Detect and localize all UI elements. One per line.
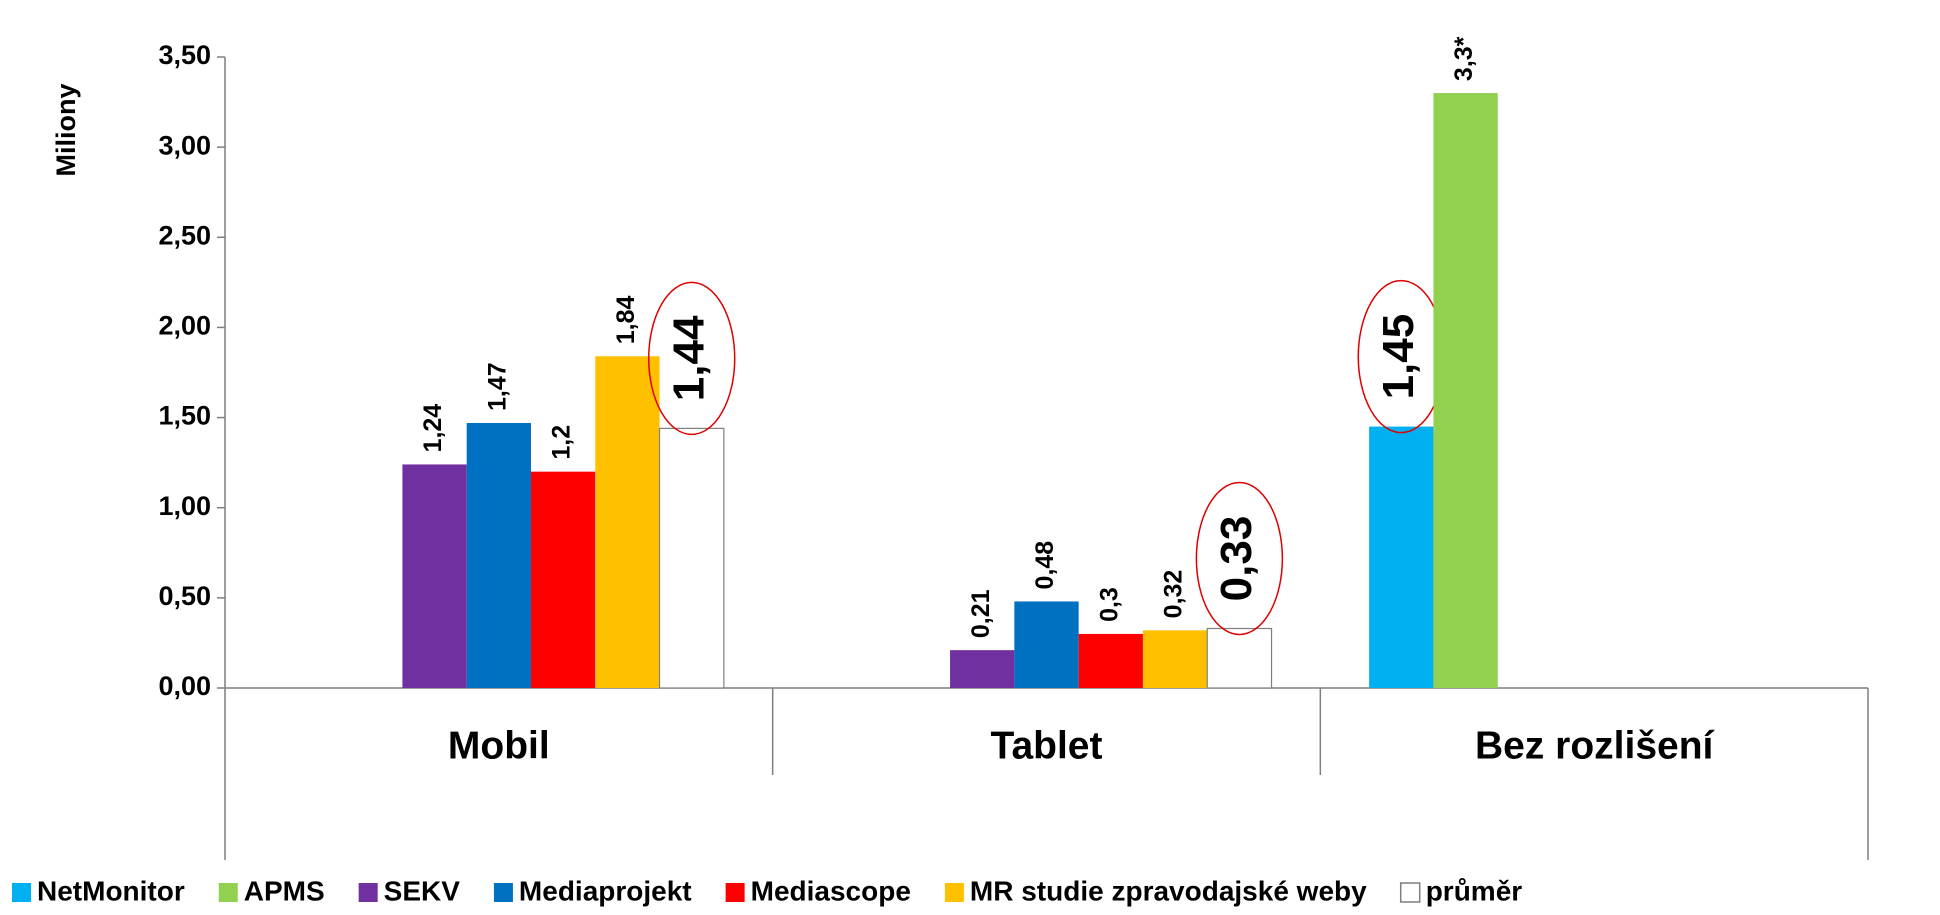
legend-swatch — [725, 883, 745, 902]
y-tick-label: 2,00 — [158, 311, 211, 341]
highlight-ellipse — [647, 281, 736, 436]
legend-label: Mediascope — [751, 875, 911, 906]
bar — [466, 422, 531, 688]
value-label: 1,84 — [612, 296, 640, 345]
bar — [1142, 630, 1208, 688]
legend-label: MR studie zpravodajské weby — [970, 875, 1367, 906]
value-label: 1,47 — [483, 362, 511, 411]
bar — [1369, 426, 1434, 688]
value-label: 1,45 — [1374, 314, 1423, 400]
bar — [1206, 627, 1273, 689]
value-label: 1,24 — [419, 404, 447, 453]
y-tick-label: 1,50 — [158, 401, 211, 431]
value-label: 0,48 — [1031, 541, 1059, 590]
x-tick-label: Tablet — [991, 724, 1103, 767]
bar — [530, 471, 596, 688]
legend-swatch — [944, 883, 964, 902]
legend-swatch — [218, 883, 238, 902]
y-axis-label: Miliony — [51, 84, 81, 177]
y-tick-label: 3,00 — [158, 130, 211, 160]
legend-label: NetMonitor — [37, 875, 185, 906]
y-tick-label: 3,50 — [158, 40, 211, 70]
y-tick-label: 0,00 — [158, 671, 211, 701]
y-tick-label: 0,50 — [158, 581, 211, 611]
highlight-ellipse — [1195, 481, 1284, 636]
bar — [402, 464, 467, 688]
bar — [1014, 601, 1079, 688]
value-label: 0,21 — [967, 589, 995, 638]
legend-label: SEKV — [384, 875, 461, 906]
legend-label: APMS — [244, 875, 325, 906]
legend-swatch — [12, 883, 31, 902]
value-label: 1,44 — [664, 315, 713, 401]
value-label: 0,32 — [1160, 570, 1188, 619]
legend-swatch — [1399, 882, 1421, 903]
legend-label: Mediaprojekt — [519, 875, 692, 906]
bar — [595, 356, 660, 688]
x-tick-label: Bez rozlišení — [1475, 724, 1715, 767]
value-label: 0,33 — [1212, 516, 1261, 602]
y-tick-label: 1,00 — [158, 491, 211, 521]
bar — [1078, 633, 1143, 688]
bar — [658, 427, 725, 689]
legend-swatch — [493, 883, 513, 902]
value-label: 0,3 — [1095, 587, 1123, 622]
bar — [950, 650, 1015, 688]
legend-swatch — [358, 883, 378, 902]
x-tick-label: Mobil — [448, 724, 550, 767]
bar — [1433, 93, 1498, 689]
value-label: 1,2 — [548, 425, 576, 460]
value-label: 3,3* — [1450, 36, 1478, 81]
legend-label: průměr — [1426, 875, 1523, 906]
y-tick-label: 2,50 — [158, 220, 211, 250]
